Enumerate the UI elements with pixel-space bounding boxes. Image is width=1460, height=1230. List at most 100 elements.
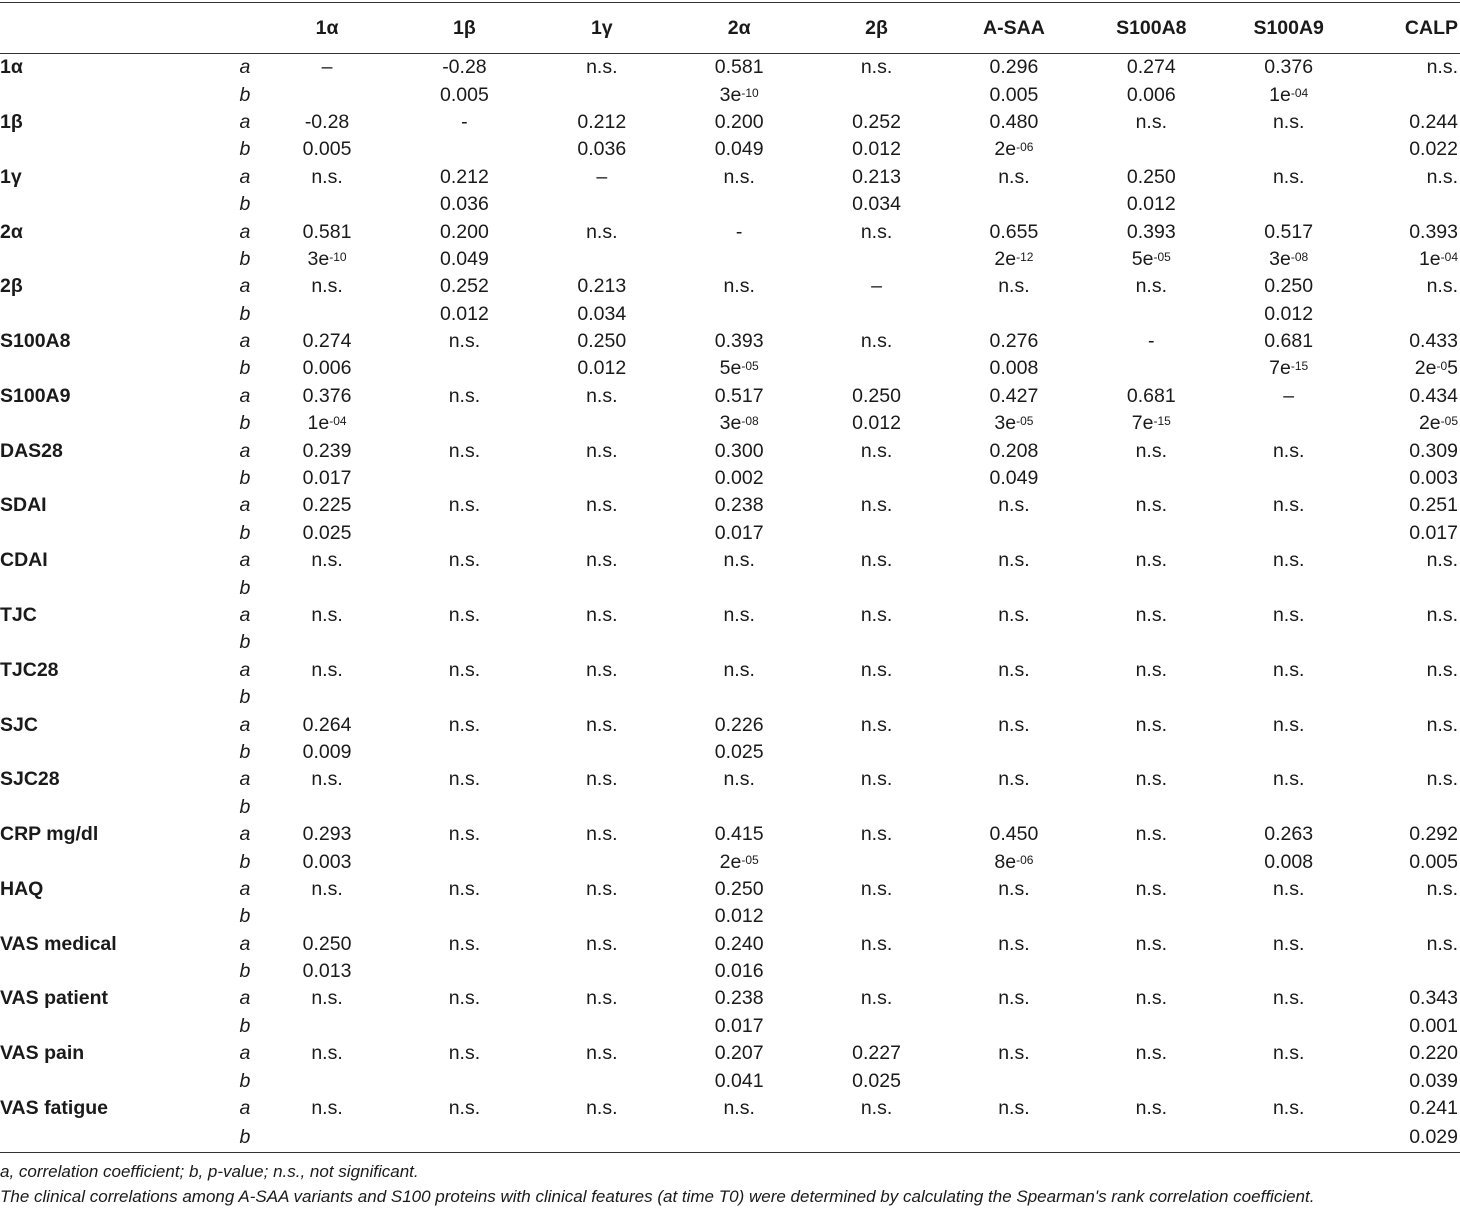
footnote-method: The clinical correlations among A-SAA va… xyxy=(0,1187,1315,1207)
coefficient-cell: 0.309 xyxy=(1409,439,1458,462)
p-value-cell xyxy=(396,958,533,985)
row-sub-label: b xyxy=(239,302,251,325)
p-value-exponent: -04 xyxy=(329,414,347,429)
p-value-cell xyxy=(258,794,395,821)
row-sub-label: b xyxy=(239,576,251,599)
row-sub-label: a xyxy=(239,713,251,736)
row-sub-label: b xyxy=(239,686,251,709)
row-label xyxy=(0,794,185,821)
p-value-exponent: -05 xyxy=(1440,414,1458,429)
column-header: S100A9 xyxy=(1219,2,1358,54)
column-header: A-SAA xyxy=(945,2,1083,54)
coefficient-cell: n.s. xyxy=(448,604,481,626)
p-value-cell: 0.003 xyxy=(258,848,395,875)
row-label xyxy=(0,81,185,108)
p-value-cell xyxy=(533,629,670,656)
p-value-cell xyxy=(1083,848,1220,875)
p-value-base: 0.008 xyxy=(989,357,1039,380)
p-value-cell xyxy=(1220,1067,1357,1094)
coefficient-cell: n.s. xyxy=(860,877,893,900)
coefficient-cell: n.s. xyxy=(860,713,893,736)
p-value-cell: 2e-06 xyxy=(945,136,1082,163)
row-label xyxy=(0,301,185,328)
coefficient-cell: 0.681 xyxy=(1126,384,1176,407)
coefficient-cell: n.s. xyxy=(311,1097,343,1120)
table-row-a: S100A9 a 0.376 n.s. n.s. 0.517 0.250 0.427 0.681… xyxy=(0,383,1460,410)
coefficient-cell: 0.393 xyxy=(1126,220,1176,243)
p-value-cell xyxy=(533,958,670,985)
coefficient-cell: n.s. xyxy=(1426,932,1458,955)
row-sub-label: a xyxy=(239,604,251,626)
p-value-cell: 3e-05 xyxy=(945,410,1082,437)
coefficient-cell: n.s. xyxy=(448,549,481,572)
p-value-tail: 5 xyxy=(1447,357,1458,380)
p-value-cell xyxy=(808,520,945,547)
p-value-cell xyxy=(533,794,670,821)
coefficient-cell: 0.238 xyxy=(714,987,764,1010)
column-header: 1γ xyxy=(533,2,671,54)
p-value-base: 0.025 xyxy=(302,521,352,544)
row-sub-label: b xyxy=(239,138,251,161)
p-value-base: 1e xyxy=(1418,247,1441,270)
coefficient-cell: n.s. xyxy=(448,987,481,1010)
p-value-cell xyxy=(1219,1122,1358,1154)
row-sub-label: a xyxy=(239,165,251,188)
row-label: VAS fatigue xyxy=(0,1097,108,1120)
coefficient-cell: n.s. xyxy=(860,823,893,846)
coefficient-cell: n.s. xyxy=(723,768,755,791)
coefficient-cell: n.s. xyxy=(998,713,1030,736)
row-label: VAS pain xyxy=(0,1042,85,1065)
row-label: 1α xyxy=(0,56,23,79)
coefficient-cell: 0.376 xyxy=(302,384,352,407)
p-value-cell: 0.036 xyxy=(533,136,670,163)
coefficient-cell: 0.343 xyxy=(1409,987,1458,1010)
coefficient-cell: n.s. xyxy=(586,823,618,846)
p-value-base: 0.006 xyxy=(1126,83,1176,106)
row-sub-label: b xyxy=(239,795,251,818)
coefficient-cell: 0.250 xyxy=(577,330,627,353)
coefficient-cell: 0.252 xyxy=(852,110,901,133)
coefficient-cell: n.s. xyxy=(448,713,481,736)
row-label: 1β xyxy=(0,110,23,133)
table-row-b: b 0.003 2e-05 8e-06 0.008 0.005 xyxy=(0,848,1460,875)
coefficient-cell: n.s. xyxy=(860,932,893,955)
p-value-base: 0.012 xyxy=(852,138,901,161)
p-value-exponent: -12 xyxy=(1016,249,1034,264)
coefficient-cell: – xyxy=(1283,384,1295,407)
coefficient-cell: n.s. xyxy=(1272,165,1305,188)
p-value-cell: 0.008 xyxy=(1220,848,1357,875)
p-value-base: 0.022 xyxy=(1409,138,1458,161)
p-value-cell xyxy=(1357,81,1460,108)
row-sub-label: a xyxy=(239,658,251,681)
coefficient-cell: n.s. xyxy=(1426,658,1458,681)
p-value-exponent: -15 xyxy=(1153,414,1171,429)
p-value-base: 0.012 xyxy=(440,302,489,325)
p-value-cell xyxy=(395,1122,534,1154)
p-value-cell xyxy=(533,684,670,711)
coefficient-cell: 0.433 xyxy=(1409,330,1458,353)
coefficient-cell: 0.292 xyxy=(1409,823,1458,846)
row-label: SJC28 xyxy=(0,768,60,791)
p-value-base: 0.012 xyxy=(1264,302,1314,325)
coefficient-cell: n.s. xyxy=(1135,1097,1168,1120)
p-value-cell: 0.034 xyxy=(533,301,670,328)
coefficient-cell: n.s. xyxy=(448,1042,481,1065)
table-row-a: 2α a 0.581 0.200 n.s. - n.s. 0.655 0.393 0.517 0.3… xyxy=(0,218,1460,245)
table-row-b: b 0.006 0.012 5e-05 0.008 7e-15 2e-05 xyxy=(0,355,1460,382)
p-value-cell: 0.017 xyxy=(1357,520,1460,547)
row-sub-label: a xyxy=(239,56,251,79)
row-label xyxy=(0,848,185,875)
p-value-base: 0.002 xyxy=(714,467,764,490)
p-value-cell: 7e-15 xyxy=(1083,410,1220,437)
coefficient-cell: – xyxy=(321,56,333,79)
p-value-cell xyxy=(533,81,670,108)
coefficient-cell: n.s. xyxy=(998,494,1030,517)
coefficient-cell: 0.200 xyxy=(440,220,489,243)
coefficient-cell: 0.213 xyxy=(577,275,627,298)
p-value-cell xyxy=(670,794,807,821)
p-value-base: 0.025 xyxy=(714,740,764,763)
row-label xyxy=(0,1067,185,1094)
coefficient-cell: 0.581 xyxy=(302,220,352,243)
table-body: 1α a – -0.28 n.s. 0.581 n.s. 0.296 0.274 0.376 n.s… xyxy=(0,54,1460,1154)
p-value-cell xyxy=(1220,958,1357,985)
